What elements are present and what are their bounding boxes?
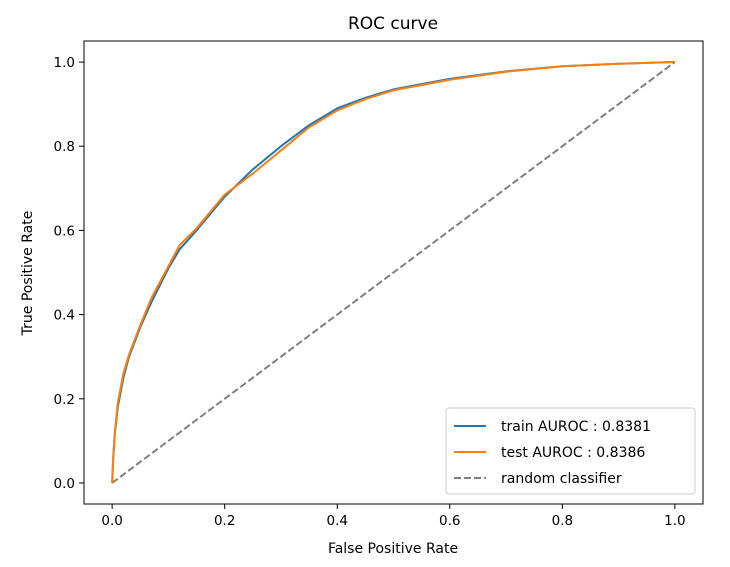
x-tick-label: 1.0 <box>664 513 685 529</box>
y-ticks: 0.0 0.2 0.4 0.6 0.8 1.0 <box>54 55 84 492</box>
x-axis-label: False Positive Rate <box>328 541 458 557</box>
series-line-2 <box>111 61 676 484</box>
x-tick-label: 0.2 <box>214 513 235 529</box>
legend-label-2: random classifier <box>501 471 622 487</box>
x-tick-label: 0.6 <box>439 513 460 529</box>
legend-box <box>445 407 696 495</box>
x-ticks: 0.0 0.2 0.4 0.6 0.8 1.0 <box>101 504 686 529</box>
y-tick-label: 0.2 <box>54 392 75 408</box>
x-tick-label: 0.4 <box>326 513 347 529</box>
plot-lines <box>111 61 676 484</box>
legend-label-0: train AUROC : 0.8381 <box>501 419 651 435</box>
x-tick-label: 0.8 <box>552 513 573 529</box>
y-tick-label: 0.6 <box>54 223 75 239</box>
y-axis-label: True Positive Rate <box>20 211 36 337</box>
plot-frame <box>83 40 704 505</box>
series-line-1 <box>111 61 675 483</box>
y-tick-label: 1.0 <box>54 55 75 71</box>
legend: train AUROC : 0.8381 test AUROC : 0.8386 r… <box>445 407 696 495</box>
x-tick-label: 0.0 <box>101 513 122 529</box>
y-tick-label: 0.0 <box>54 476 75 492</box>
y-tick-label: 0.8 <box>54 139 75 155</box>
y-tick-label: 0.4 <box>54 308 75 324</box>
legend-label-1: test AUROC : 0.8386 <box>501 445 645 461</box>
chart-title: ROC curve <box>348 14 438 34</box>
